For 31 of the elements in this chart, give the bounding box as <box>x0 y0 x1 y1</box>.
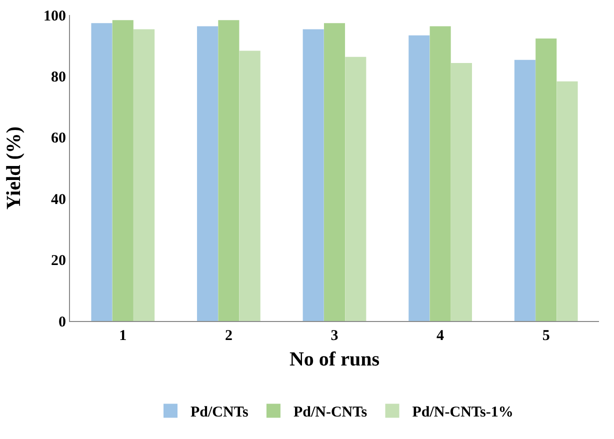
legend-label: Pd/CNTs <box>190 404 248 421</box>
x-axis-title: No of runs <box>289 348 380 370</box>
y-tick-label: 20 <box>51 253 66 270</box>
bar <box>536 38 557 321</box>
bar <box>430 26 451 321</box>
bar <box>556 81 578 321</box>
bar <box>218 20 240 321</box>
y-axis-title: Yield (%) <box>3 126 25 210</box>
x-tick-label: 1 <box>119 328 127 344</box>
bar <box>408 35 430 321</box>
bar <box>345 56 366 321</box>
bar <box>91 23 112 321</box>
bar <box>112 20 134 321</box>
y-tick-label: 100 <box>44 8 66 24</box>
y-tick-label: 0 <box>58 314 66 330</box>
x-tick-label: 5 <box>542 328 550 344</box>
y-tick-label: 40 <box>51 192 66 208</box>
x-tick-label: 3 <box>330 328 338 344</box>
bar <box>450 62 472 321</box>
bar <box>197 26 218 321</box>
bar <box>239 50 260 321</box>
legend-label: Pd/N-CNTs-1% <box>412 404 514 421</box>
y-tick-label: 80 <box>51 69 66 86</box>
bar <box>134 29 155 321</box>
bar <box>324 23 346 321</box>
x-tick-label: 2 <box>224 328 232 344</box>
x-tick-label: 4 <box>436 328 445 344</box>
legend-label: Pd/N-CNTs <box>293 404 368 421</box>
y-tick-label: 60 <box>51 130 66 147</box>
bar <box>514 60 536 321</box>
bar <box>302 29 324 321</box>
